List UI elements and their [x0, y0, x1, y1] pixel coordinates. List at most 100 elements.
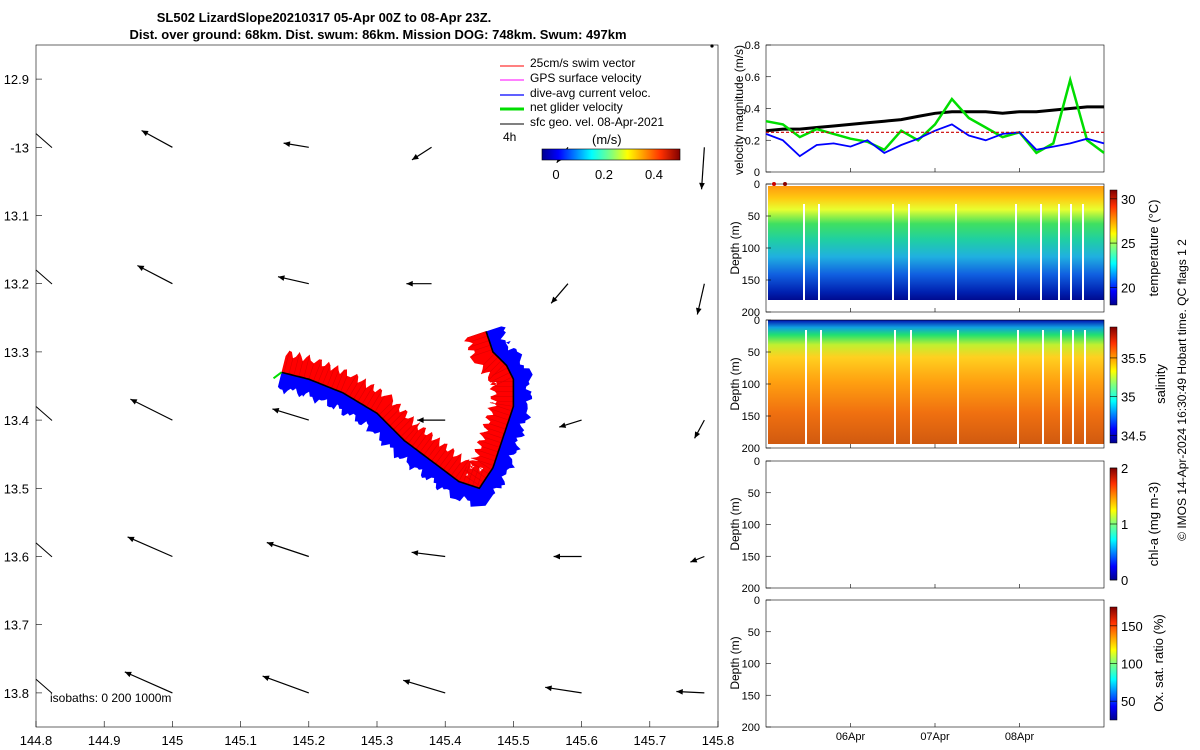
swim-vector	[404, 422, 421, 441]
map-axes-box	[35, 44, 719, 728]
map-y-tick-label: 13.3	[4, 345, 29, 360]
legend-4h-label: 4h	[503, 130, 516, 144]
map-y-tick-label: 13.7	[4, 618, 29, 633]
swim-vector	[481, 446, 499, 453]
geo-vector-head	[406, 280, 413, 287]
depth-tick-label: 0	[754, 315, 760, 327]
swim-vector	[487, 407, 511, 416]
velocity-panel: 0 0.2 0.4 0.6 0.8 velocity magnitude (m/s)	[710, 40, 1105, 179]
depth-axis-ticks: 0501001502000501001502000501001502000501…	[742, 179, 771, 734]
salinity-gap	[910, 330, 912, 444]
map-y-tick-label: 13.2	[4, 277, 29, 292]
swim-vector	[382, 403, 398, 419]
geo-vector-head	[283, 141, 291, 147]
map-x-tick-label: 145.6	[565, 733, 598, 748]
swim-vector	[488, 423, 506, 430]
velocity-series-0	[765, 105, 1104, 133]
glider-track	[272, 326, 533, 507]
isobath-segment	[35, 133, 53, 149]
map-x-tick-label: 145.5	[497, 733, 530, 748]
swim-vector	[340, 375, 348, 393]
temperature-gap	[803, 204, 805, 304]
swim-vector	[293, 352, 301, 376]
map-x-tick-label: 145.1	[224, 733, 257, 748]
swim-vector	[489, 360, 502, 373]
swim-vector	[407, 430, 419, 444]
geo-vector-head	[127, 536, 135, 543]
geo-vector-head	[411, 550, 419, 556]
time-tick-label: 08Apr	[1005, 731, 1035, 743]
time-tick-label: 06Apr	[836, 731, 866, 743]
depth-tick-label: 50	[748, 627, 760, 639]
swim-vector	[479, 455, 496, 462]
colorbar-tick-2: 0.4	[645, 167, 663, 182]
map-y-ticks: 12.9 -13 13.1 13.2 13.3 13.4 13.5 13.6 13.7 13.8	[4, 72, 42, 701]
geo-vector-head	[141, 130, 149, 137]
swim-vector	[288, 358, 294, 375]
geo-vector-head	[545, 685, 552, 692]
swim-vector	[308, 363, 315, 380]
geo-vector-head	[262, 675, 270, 681]
map-y-tick-label: 13.1	[4, 209, 29, 224]
copyright-note: © IMOS 14-Apr-2024 16:30:49 Hobart time.…	[1175, 239, 1189, 541]
legend-current-label: dive-avg current veloc.	[530, 86, 651, 100]
swim-vector	[298, 361, 304, 377]
swim-vector	[378, 400, 394, 416]
swim-vector	[490, 372, 511, 383]
map-x-tick-label: 145.3	[361, 733, 394, 748]
map-y-tick-label: 13.8	[4, 686, 29, 701]
swim-vector	[385, 409, 400, 423]
swim-vector	[463, 461, 471, 484]
geo-vector-head	[699, 182, 705, 190]
isobath-segment	[35, 269, 53, 285]
geo-vector-head	[695, 307, 702, 315]
swim-vector	[349, 382, 358, 397]
depth-tick-label: 100	[742, 520, 760, 532]
swim-vector	[470, 457, 494, 466]
depth-tick-label: 50	[748, 488, 760, 500]
swim-vector	[419, 434, 433, 453]
oxygen-clabel: Ox. sat. ratio (%)	[1151, 614, 1166, 712]
isobath-segment	[35, 678, 53, 694]
temperature-gap	[1082, 204, 1084, 304]
colorbar-tick-label: 50	[1121, 694, 1135, 709]
salinity-gap	[1084, 330, 1086, 444]
depth-tick-label: 50	[748, 211, 760, 223]
geo-vector-shaft	[124, 671, 173, 694]
swim-vector	[353, 378, 367, 400]
map-panel: 144.8 144.9 145 145.1 145.2 145.3 145.4 145.5 14…	[4, 44, 735, 748]
depth-tick-label: 100	[742, 379, 760, 391]
temperature-marker-2	[783, 182, 787, 186]
depth-tick-label: 150	[742, 411, 760, 423]
legend-geo-label: sfc geo. vel. 08-Apr-2021	[530, 115, 664, 129]
depth-tick-label: 100	[742, 659, 760, 671]
geo-vector-shaft	[130, 398, 173, 421]
swim-vector	[431, 443, 445, 462]
geo-vector-head	[130, 399, 138, 405]
depth-tick-label: 200	[742, 722, 760, 734]
geo-vector-shaft	[403, 679, 446, 694]
swim-vector	[483, 353, 495, 366]
geo-vector-head	[411, 154, 419, 160]
map-x-tick-label: 145.8	[702, 733, 735, 748]
oxygen-axes-box	[765, 599, 1105, 728]
colorbar-tick-label: 0	[1121, 573, 1128, 588]
geo-vector-head	[417, 417, 424, 423]
temperature-gap	[908, 204, 910, 304]
temperature-colorbar	[1109, 189, 1118, 306]
chart-title-line2: Dist. over ground: 68km. Dist. swum: 86k…	[129, 27, 626, 42]
salinity-gap	[805, 330, 807, 444]
temperature-gap	[1058, 204, 1060, 304]
temperature-gap	[1040, 204, 1042, 304]
depth-tick-label: 0	[754, 595, 760, 607]
swim-vector	[467, 466, 475, 485]
temperature-gap	[1070, 204, 1072, 304]
swim-vector	[479, 440, 500, 448]
temperature-panel: Depth (m) temperature (°C)	[728, 182, 1161, 313]
geo-vector-head	[137, 265, 145, 271]
time-tick-label: 07Apr	[920, 731, 950, 743]
depth-tick-label: 150	[742, 551, 760, 563]
colorbar-tick-label: 150	[1121, 619, 1143, 634]
swim-vector	[476, 468, 484, 488]
